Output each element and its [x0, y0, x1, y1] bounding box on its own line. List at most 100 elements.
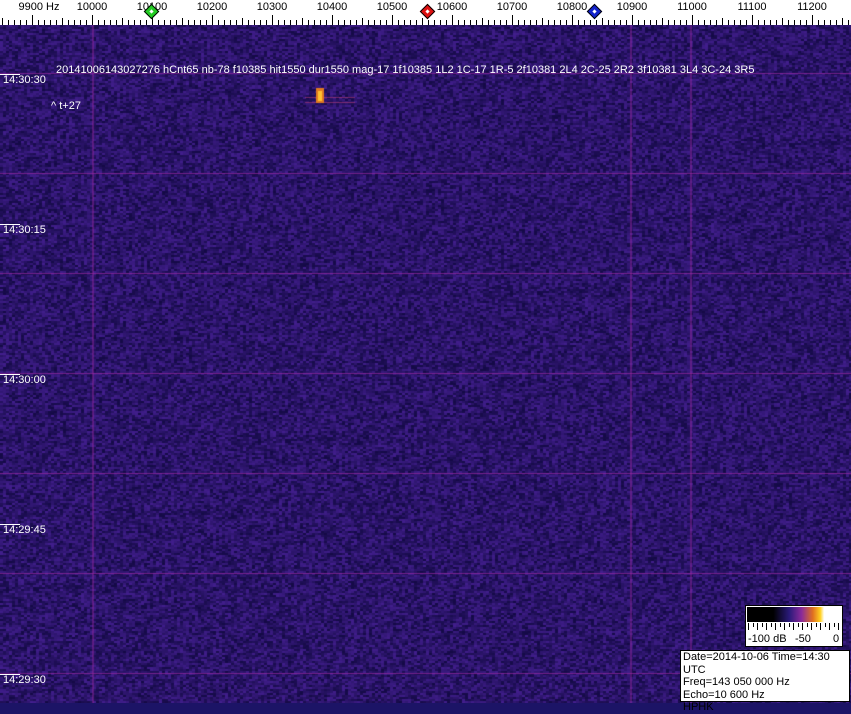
ruler-tick [242, 18, 243, 25]
ruler-tick [110, 20, 111, 25]
ruler-tick [8, 20, 9, 25]
ruler-tick [392, 15, 393, 25]
ruler-tick [218, 20, 219, 25]
red-marker-icon[interactable] [419, 3, 436, 20]
ruler-tick [326, 20, 327, 25]
ruler-tick [80, 20, 81, 25]
ruler-tick [842, 18, 843, 25]
ruler-tick [230, 20, 231, 25]
ruler-tick [320, 20, 321, 25]
ruler-tick [68, 20, 69, 25]
ruler-tick [614, 20, 615, 25]
ruler-tick [746, 20, 747, 25]
ruler-tick [668, 20, 669, 25]
colorbar-tick [820, 623, 821, 630]
ruler-tick [578, 20, 579, 25]
ruler-tick [146, 20, 147, 25]
ruler-tick [620, 20, 621, 25]
waterfall-spectrogram[interactable] [0, 25, 851, 703]
ruler-tick [518, 20, 519, 25]
colorbar-tick [757, 623, 758, 630]
ruler-tick [638, 20, 639, 25]
ruler-tick [206, 20, 207, 25]
ruler-tick [26, 20, 27, 25]
ruler-tick [662, 18, 663, 25]
ruler-tick [170, 20, 171, 25]
ruler-tick [674, 20, 675, 25]
ruler-tick [56, 20, 57, 25]
ruler-tick [764, 20, 765, 25]
ruler-tick [740, 20, 741, 25]
ruler-tick [806, 20, 807, 25]
colorbar-tick [775, 623, 776, 630]
ruler-tick [452, 15, 453, 25]
ruler-tick [488, 20, 489, 25]
ruler-tick [164, 20, 165, 25]
frequency-tick-label: 11200 [797, 1, 827, 13]
ruler-tick [722, 18, 723, 25]
ruler-tick [128, 20, 129, 25]
colorbar-tick [788, 623, 790, 627]
ruler-tick [566, 20, 567, 25]
time-tick [0, 224, 20, 225]
ruler-tick [176, 20, 177, 25]
ruler-tick [50, 20, 51, 25]
info-box: Date=2014-10-06 Time=14:30 UTC Freq=143 … [680, 650, 850, 713]
ruler-tick [752, 15, 753, 25]
ruler-tick [410, 20, 411, 25]
ruler-tick [404, 20, 405, 25]
ruler-tick [62, 18, 63, 25]
ruler-tick [602, 18, 603, 25]
colorbar-tick [784, 623, 785, 630]
ruler-tick [272, 15, 273, 25]
ruler-tick [74, 20, 75, 25]
ruler-tick [824, 20, 825, 25]
ruler-tick [224, 20, 225, 25]
ruler-tick [266, 20, 267, 25]
time-label: 14:29:45 [3, 524, 46, 536]
colorbar-tick [824, 623, 826, 627]
ruler-tick [800, 20, 801, 25]
time-label: 14:30:15 [3, 224, 46, 236]
ruler-tick [590, 20, 591, 25]
ruler-tick [632, 15, 633, 25]
ruler-tick [542, 18, 543, 25]
ruler-tick [32, 15, 33, 25]
colorbar-tick [761, 623, 763, 627]
blue-marker-icon[interactable] [586, 3, 603, 20]
ruler-tick [158, 20, 159, 25]
info-date-time: Date=2014-10-06 Time=14:30 UTC [683, 651, 830, 676]
colorbar-tick [833, 623, 835, 627]
frequency-ruler[interactable]: 9900 Hz 10000101001020010300104001050010… [0, 0, 851, 25]
ruler-tick [368, 20, 369, 25]
ruler-tick [254, 20, 255, 25]
colorbar-tick [770, 623, 772, 627]
ruler-tick [458, 20, 459, 25]
ruler-tick [470, 20, 471, 25]
colorbar-tick [815, 623, 817, 627]
ruler-tick [362, 18, 363, 25]
frequency-tick-label: 11100 [737, 1, 767, 13]
time-label: 14:29:30 [3, 674, 46, 686]
colorbar-label-max: 0 [833, 633, 840, 645]
ruler-tick [122, 18, 123, 25]
ruler-tick [20, 20, 21, 25]
ruler-tick [584, 20, 585, 25]
ruler-tick [194, 20, 195, 25]
frequency-unit-label: 9900 Hz [18, 1, 60, 13]
ruler-tick [284, 20, 285, 25]
frequency-tick-label: 10900 [616, 1, 648, 13]
detection-info-text: 20141006143027276 hCnt65 nb-78 f10385 hi… [56, 64, 755, 76]
ruler-tick [848, 20, 849, 25]
frequency-tick-label: 11000 [677, 1, 707, 13]
ruler-tick [38, 20, 39, 25]
ruler-tick [290, 20, 291, 25]
ruler-tick [44, 20, 45, 25]
info-echo: Echo=10 600 Hz [683, 688, 765, 701]
ruler-tick [380, 20, 381, 25]
ruler-tick [2, 18, 3, 25]
ruler-tick [344, 20, 345, 25]
ruler-tick [656, 20, 657, 25]
ruler-tick [182, 18, 183, 25]
colorbar-gradient [747, 607, 841, 622]
